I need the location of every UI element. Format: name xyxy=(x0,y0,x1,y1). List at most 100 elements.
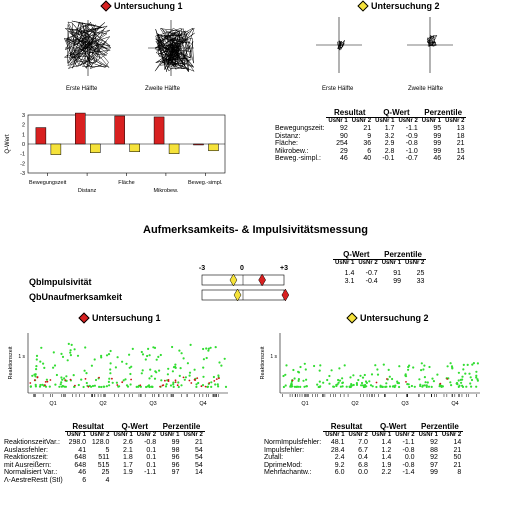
scatter-point-u1 xyxy=(189,343,192,346)
track-path-u1-first xyxy=(63,20,112,70)
scatter-miss-u1 xyxy=(84,378,87,380)
scatter-point-u2 xyxy=(299,385,302,388)
scatter-point-u2 xyxy=(357,378,360,382)
scatter-point-u1 xyxy=(107,380,110,383)
qb-marker-u1 xyxy=(281,288,290,302)
cell-value: -1.1 xyxy=(144,469,157,476)
scatter-point-u1 xyxy=(164,385,168,388)
scatter-point-u2 xyxy=(316,383,319,386)
row-label: Zufall: xyxy=(264,454,284,461)
scatter-point-u1 xyxy=(64,385,67,388)
scatter-point-u1 xyxy=(91,384,95,388)
scatter-point-u1 xyxy=(93,384,96,387)
cell-value: 1.8 xyxy=(123,454,133,461)
cell-value: 54 xyxy=(195,461,203,469)
scatter-point-u1 xyxy=(220,364,223,367)
scatter-point-u1 xyxy=(152,346,155,349)
cell-value: 96 xyxy=(171,454,180,461)
scatter-miss-u1 xyxy=(36,376,39,378)
scatter-point-u2 xyxy=(385,382,388,385)
table-row: NormImpulsfehler: 48.1 7.0 1.4 -1.1 92 14 xyxy=(262,439,463,447)
scatter-point-u2 xyxy=(305,385,308,388)
cell-value: 6.7 xyxy=(358,446,368,454)
cell-value: 97 xyxy=(171,469,180,476)
scatter-point-u1 xyxy=(212,375,215,379)
scatter-point-u1 xyxy=(178,349,181,352)
scatter-point-u2 xyxy=(388,385,392,388)
quarter-label: Q2 xyxy=(99,401,106,407)
scatter-miss-u1 xyxy=(176,384,179,387)
scatter-u2-header: Untersuchung 2 xyxy=(346,312,429,324)
cell-value: 2.6 xyxy=(123,439,133,446)
scatter-point-u1 xyxy=(66,359,69,362)
cell-value xyxy=(181,477,204,485)
scatter-point-u1 xyxy=(59,383,62,386)
scatter-point-u2 xyxy=(423,376,426,379)
scatter-miss-u1 xyxy=(121,381,124,384)
cell-value: 21 xyxy=(453,446,462,454)
scatter-point-u2 xyxy=(423,364,426,367)
scatter-miss-u1 xyxy=(130,378,133,381)
cell-value: 1.4 xyxy=(344,270,355,277)
scatter-miss-u2 xyxy=(405,381,407,383)
scatter-miss-u1 xyxy=(208,382,211,384)
scatter-point-u1 xyxy=(121,360,124,363)
scatter-point-u1 xyxy=(146,385,149,388)
scatter-point-u2 xyxy=(475,374,478,377)
scatter-point-u1 xyxy=(82,385,85,389)
cell-value: 46 xyxy=(339,155,348,162)
cell-value: 13 xyxy=(456,125,465,132)
scatter-miss-u1 xyxy=(164,379,166,382)
scatter-point-u1 xyxy=(210,381,213,384)
movement-tracks xyxy=(63,17,453,76)
scatter-miss-u1 xyxy=(159,385,162,388)
cell-value: 1.4 xyxy=(381,439,392,446)
scatter-point-u2 xyxy=(418,378,421,381)
cell-value: 1.9 xyxy=(381,461,392,469)
scatter-point-u1 xyxy=(167,367,170,370)
scatter-point-u1 xyxy=(149,368,152,371)
scatter-y-tick: 1 s xyxy=(270,354,277,360)
scatter-point-u1 xyxy=(43,366,46,369)
scatter-point-u1 xyxy=(202,358,205,361)
scatter-point-u2 xyxy=(436,373,439,376)
scatter-point-u2 xyxy=(363,373,366,377)
scatter-point-u2 xyxy=(408,385,411,389)
scatter-point-u1 xyxy=(94,378,98,382)
table-row: Λ-AestreRestt (StI) 6 4 xyxy=(2,477,205,485)
scatter-miss-u2 xyxy=(386,378,388,380)
table-row: Distanz: 90 9 3.2 -0.9 99 18 xyxy=(273,133,466,141)
cell-value: 96 xyxy=(171,461,180,469)
scatter-y-label: Reaktionszeit xyxy=(260,346,266,379)
scatter-point-u2 xyxy=(303,385,306,388)
table-row: 3.1 -0.4 99 33 xyxy=(333,278,426,286)
scatter-point-u2 xyxy=(368,380,371,383)
cell-value: 6.8 xyxy=(358,461,368,469)
cell-value: 40 xyxy=(363,155,372,162)
scatter-y-label: Reaktionszeit xyxy=(8,346,14,379)
scatter-point-u1 xyxy=(34,375,37,378)
cell-value: 0.1 xyxy=(146,454,157,461)
scatter-point-u1 xyxy=(205,347,208,350)
cell-value: 25 xyxy=(101,469,110,476)
scatter-point-u2 xyxy=(425,384,428,387)
scatter-point-u2 xyxy=(424,381,427,384)
reaction-time-scatter-plots: Reaktionszeit 1 s Q1 Q2 Q3 Q4 Reaktionszeit 1 s… xyxy=(8,333,480,407)
track-path-u2-second xyxy=(426,35,438,47)
scatter-point-u2 xyxy=(303,362,306,365)
scatter-point-u1 xyxy=(137,385,140,388)
scatter-point-u1 xyxy=(44,385,48,388)
cell-value: 648 xyxy=(74,454,87,461)
scatter-point-u1 xyxy=(42,362,45,365)
scatter-point-u2 xyxy=(423,384,426,387)
quarter-label: Q2 xyxy=(351,401,358,407)
track-path-u1-second-dense xyxy=(163,44,183,65)
scatter-point-u1 xyxy=(102,385,105,388)
scatter-point-u1 xyxy=(202,366,205,369)
scatter-point-u2 xyxy=(462,363,465,366)
scatter-point-u2 xyxy=(461,375,464,378)
reaction-time-table: Resultat Q-Wert Perzentile UsNr 1 UsNr 2… xyxy=(2,422,205,485)
scatter-point-u1 xyxy=(35,354,39,357)
scatter-point-u1 xyxy=(157,355,160,358)
scatter-point-u1 xyxy=(131,347,134,350)
